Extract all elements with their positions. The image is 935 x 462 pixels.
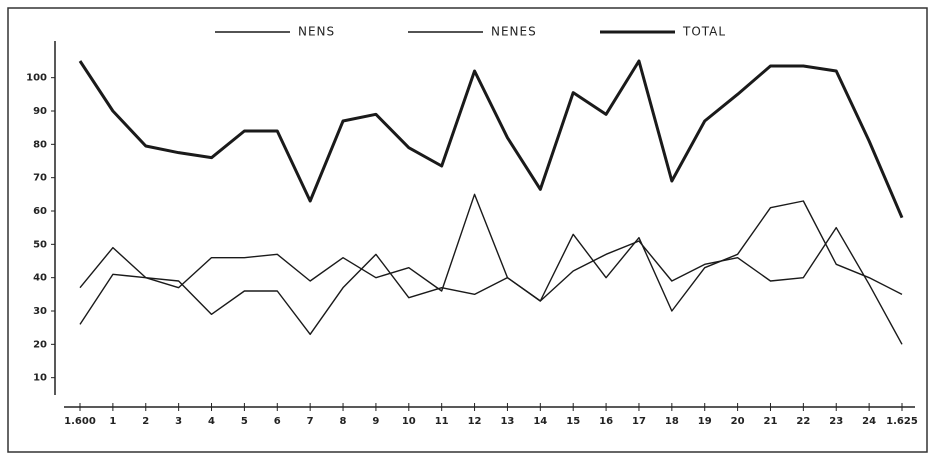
data-line [79, 200, 903, 336]
y-tick-label: 40 [33, 273, 47, 284]
data-line [79, 193, 903, 345]
x-tick-label: 15 [566, 416, 580, 427]
frame [7, 7, 928, 453]
legend-label: NENES [491, 25, 537, 39]
x-tick-label: 10 [402, 416, 416, 427]
y-tick-label: 50 [33, 239, 47, 250]
y-tick-label: 80 [33, 139, 47, 150]
x-tick-label: 8 [340, 416, 347, 427]
x-tick-label: 23 [829, 416, 843, 427]
y-tick-label: 70 [33, 173, 47, 184]
y-tick-label: 20 [33, 339, 47, 350]
x-tick-label: 14 [533, 416, 547, 427]
x-tick-label: 20 [731, 416, 745, 427]
legend-label: NENS [298, 25, 335, 39]
x-tick-label: 9 [372, 416, 379, 427]
x-tick-label: 21 [764, 416, 778, 427]
x-tick-label: 4 [208, 416, 215, 427]
x-tick-label: 22 [796, 416, 810, 427]
x-tick-label: 1 [109, 416, 116, 427]
x-tick-label: 1.600 [64, 416, 96, 427]
data-line [78, 59, 904, 219]
x-tick-label: 2 [142, 416, 149, 427]
x-tick-label: 19 [698, 416, 712, 427]
x-tick-label: 18 [665, 416, 679, 427]
x-tick-label: 24 [862, 416, 876, 427]
x-tick-label: 3 [175, 416, 182, 427]
y-tick-label: 30 [33, 306, 47, 317]
y-tick-label: 90 [33, 106, 47, 117]
x-tick-label: 1.625 [886, 416, 918, 427]
x-tick-label: 17 [632, 416, 646, 427]
x-tick-label: 11 [435, 416, 449, 427]
x-tick-label: 13 [500, 416, 514, 427]
y-tick-label: 10 [33, 373, 47, 384]
x-tick-label: 16 [599, 416, 613, 427]
y-tick-label: 100 [26, 73, 47, 84]
x-tick-label: 7 [307, 416, 314, 427]
x-tick-label: 6 [274, 416, 281, 427]
x-tick-label: 12 [468, 416, 482, 427]
y-tick-label: 60 [33, 206, 47, 217]
x-tick-label: 5 [241, 416, 248, 427]
legend-label: TOTAL [682, 25, 726, 39]
